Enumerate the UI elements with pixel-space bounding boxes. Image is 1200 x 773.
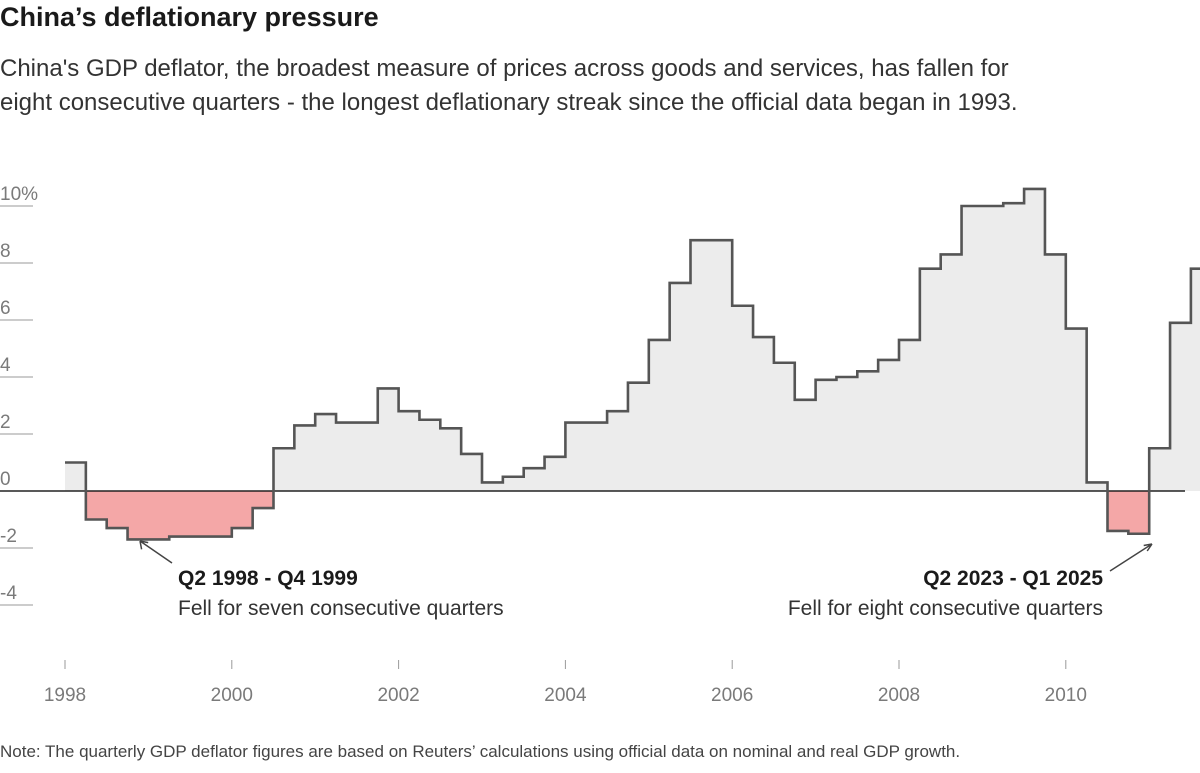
negative-area [65, 491, 1200, 540]
y-tick-label--2: -2 [0, 526, 17, 547]
chart-subtitle: China's GDP deflator, the broadest measu… [0, 52, 1200, 120]
annotation-arrow-1 [139, 540, 173, 564]
y-tick-label-6: 6 [0, 298, 11, 319]
annotation-1-text: Fell for seven consecutive quarters [178, 597, 504, 620]
chart-annotations: Q2 1998 - Q4 1999 Fell for seven consecu… [139, 540, 1153, 620]
chart-series [65, 187, 1200, 541]
annotation-2-title: Q2 2023 - Q1 2025 [923, 567, 1103, 590]
x-tick-label-2000: 2000 [211, 685, 253, 706]
x-tick-label-2008: 2008 [878, 685, 920, 706]
y-tick-label-4: 4 [0, 355, 11, 376]
deflator-line [65, 187, 1200, 541]
x-tick-label-2010: 2010 [1045, 685, 1087, 706]
chart-title: China’s deflationary pressure [0, 2, 379, 32]
annotation-2-text: Fell for eight consecutive quarters [788, 597, 1103, 620]
x-tick-label-2002: 2002 [377, 685, 419, 706]
chart-areas [0, 188, 1200, 540]
subtitle-line-2: eight consecutive quarters - the longest… [0, 89, 1018, 116]
x-axis: 1998200020022004200620082010201220142016… [44, 660, 1087, 706]
y-tick-label-0: 0 [0, 469, 11, 490]
x-tick-label-1998: 1998 [44, 685, 86, 706]
x-tick-label-2006: 2006 [711, 685, 753, 706]
y-tick-label-10: 10% [0, 184, 38, 205]
y-tick-label-2: 2 [0, 412, 11, 433]
y-tick-label-8: 8 [0, 241, 11, 262]
positive-area [65, 188, 1200, 491]
x-tick-label-2004: 2004 [544, 685, 587, 706]
annotation-arrow-2 [1109, 543, 1153, 572]
y-tick-label--4: -4 [0, 583, 17, 604]
chart-note: Note: The quarterly GDP deflator figures… [0, 742, 961, 761]
y-axis: 10% 8 6 4 2 0 -2 -4 [0, 184, 38, 606]
subtitle-line-1: China's GDP deflator, the broadest measu… [0, 55, 1009, 82]
annotation-1-title: Q2 1998 - Q4 1999 [178, 567, 358, 590]
